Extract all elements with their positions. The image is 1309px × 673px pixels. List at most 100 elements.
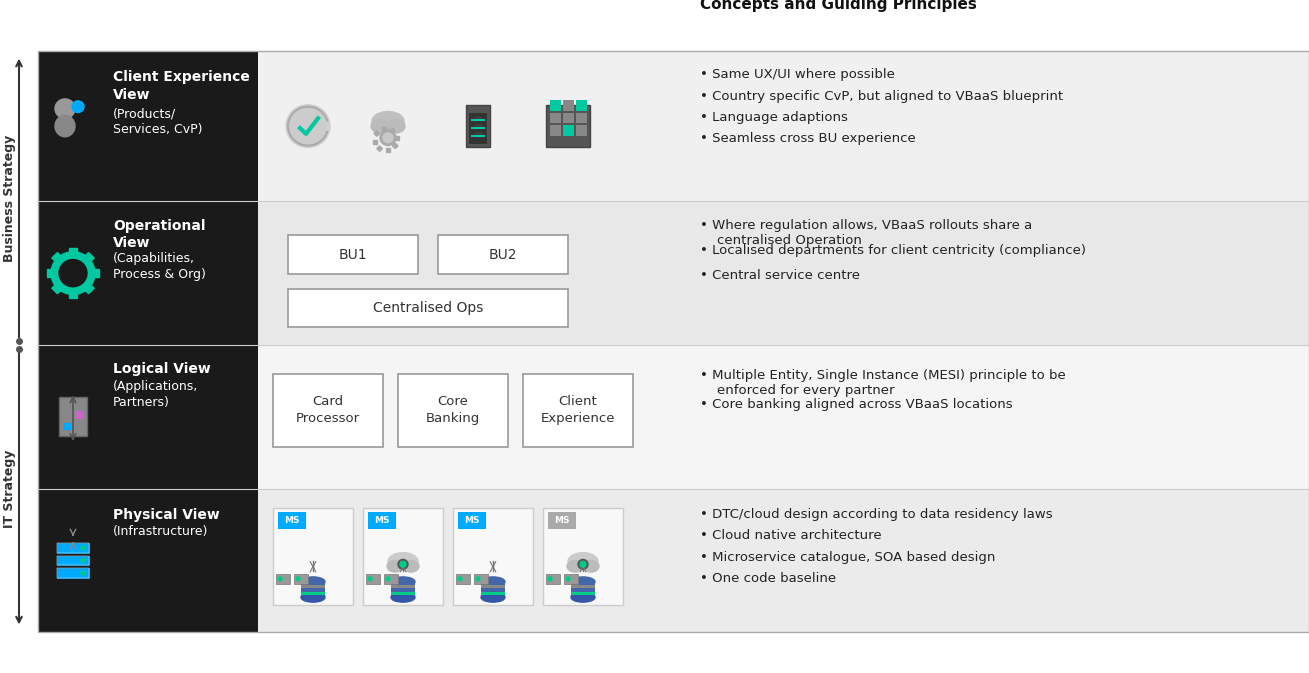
FancyBboxPatch shape xyxy=(38,201,258,345)
Text: Logical View: Logical View xyxy=(113,363,211,376)
Text: Card
Processor: Card Processor xyxy=(296,396,360,425)
Bar xyxy=(373,140,377,143)
FancyBboxPatch shape xyxy=(563,100,575,110)
FancyBboxPatch shape xyxy=(480,585,505,588)
FancyBboxPatch shape xyxy=(480,581,505,598)
Text: IT Strategy: IT Strategy xyxy=(4,450,17,528)
Circle shape xyxy=(72,101,84,112)
Ellipse shape xyxy=(370,119,389,133)
FancyBboxPatch shape xyxy=(295,574,308,583)
Text: • Microservice catalogue, SOA based design: • Microservice catalogue, SOA based desi… xyxy=(700,551,995,564)
FancyBboxPatch shape xyxy=(274,508,353,605)
Text: • Language adaptions: • Language adaptions xyxy=(700,111,848,124)
FancyBboxPatch shape xyxy=(274,374,384,447)
FancyBboxPatch shape xyxy=(391,581,415,598)
FancyBboxPatch shape xyxy=(38,489,1309,632)
Bar xyxy=(82,283,94,293)
Text: BU1: BU1 xyxy=(339,248,368,262)
Circle shape xyxy=(476,577,480,581)
Circle shape xyxy=(81,546,85,550)
Circle shape xyxy=(458,577,462,581)
FancyBboxPatch shape xyxy=(0,20,1309,51)
Bar xyxy=(382,127,386,131)
Circle shape xyxy=(51,252,96,295)
FancyBboxPatch shape xyxy=(546,574,560,583)
Text: BU2: BU2 xyxy=(488,248,517,262)
FancyBboxPatch shape xyxy=(58,543,89,553)
FancyBboxPatch shape xyxy=(571,581,596,598)
Bar xyxy=(69,291,77,298)
Text: • DTC/cloud design according to data residency laws: • DTC/cloud design according to data res… xyxy=(700,508,1052,521)
FancyBboxPatch shape xyxy=(288,236,418,274)
FancyBboxPatch shape xyxy=(58,556,89,565)
FancyBboxPatch shape xyxy=(38,201,1309,345)
Ellipse shape xyxy=(372,112,404,131)
FancyBboxPatch shape xyxy=(301,585,325,588)
Circle shape xyxy=(368,577,372,581)
FancyBboxPatch shape xyxy=(480,592,505,596)
FancyBboxPatch shape xyxy=(301,592,325,596)
FancyBboxPatch shape xyxy=(563,112,575,123)
Ellipse shape xyxy=(387,561,403,572)
FancyBboxPatch shape xyxy=(391,585,415,588)
Circle shape xyxy=(380,130,397,145)
FancyBboxPatch shape xyxy=(63,423,71,430)
Circle shape xyxy=(579,559,588,569)
Ellipse shape xyxy=(403,561,419,572)
FancyBboxPatch shape xyxy=(480,589,505,592)
FancyBboxPatch shape xyxy=(576,100,586,110)
Circle shape xyxy=(580,561,586,567)
Ellipse shape xyxy=(391,577,415,587)
FancyBboxPatch shape xyxy=(458,512,486,530)
Bar xyxy=(386,149,390,152)
Ellipse shape xyxy=(567,561,583,572)
FancyBboxPatch shape xyxy=(398,374,508,447)
FancyBboxPatch shape xyxy=(563,125,575,136)
FancyBboxPatch shape xyxy=(550,112,562,123)
Text: MS: MS xyxy=(465,516,480,525)
FancyBboxPatch shape xyxy=(571,592,596,596)
FancyBboxPatch shape xyxy=(524,374,634,447)
FancyBboxPatch shape xyxy=(391,589,415,592)
FancyBboxPatch shape xyxy=(63,411,71,419)
Circle shape xyxy=(291,108,326,143)
FancyBboxPatch shape xyxy=(548,512,576,530)
Text: Business Strategy: Business Strategy xyxy=(4,135,17,262)
Text: • Where regulation allows, VBaaS rollouts share a
    centralised Operation: • Where regulation allows, VBaaS rollout… xyxy=(700,219,1033,247)
FancyBboxPatch shape xyxy=(38,345,1309,489)
Bar xyxy=(92,269,99,277)
Bar xyxy=(52,252,63,264)
Text: • Same UX/UI where possible: • Same UX/UI where possible xyxy=(700,69,895,81)
Circle shape xyxy=(59,260,86,287)
FancyBboxPatch shape xyxy=(38,51,1309,201)
Ellipse shape xyxy=(387,119,404,133)
Text: MS: MS xyxy=(554,516,569,525)
FancyBboxPatch shape xyxy=(571,585,596,588)
Text: Client Experience
View: Client Experience View xyxy=(113,70,250,102)
FancyBboxPatch shape xyxy=(58,568,89,578)
Bar xyxy=(69,248,77,256)
Bar xyxy=(395,136,399,140)
Circle shape xyxy=(278,577,281,581)
FancyBboxPatch shape xyxy=(278,512,306,530)
Circle shape xyxy=(384,133,393,143)
FancyBboxPatch shape xyxy=(576,125,586,136)
FancyBboxPatch shape xyxy=(38,489,258,632)
Ellipse shape xyxy=(301,577,325,587)
FancyBboxPatch shape xyxy=(576,112,586,123)
Bar xyxy=(82,252,94,264)
FancyBboxPatch shape xyxy=(456,574,470,583)
Text: Client
Experience: Client Experience xyxy=(541,396,615,425)
FancyBboxPatch shape xyxy=(391,592,415,596)
FancyBboxPatch shape xyxy=(546,105,590,147)
Text: • Seamless cross BU experience: • Seamless cross BU experience xyxy=(700,133,916,145)
FancyBboxPatch shape xyxy=(368,512,397,530)
Text: Centralised Ops: Centralised Ops xyxy=(373,301,483,315)
FancyBboxPatch shape xyxy=(288,289,568,328)
Text: Operational
View: Operational View xyxy=(113,219,206,250)
FancyBboxPatch shape xyxy=(75,411,82,419)
FancyBboxPatch shape xyxy=(59,397,86,436)
Ellipse shape xyxy=(571,577,596,587)
Ellipse shape xyxy=(571,592,596,602)
Bar xyxy=(374,131,380,136)
